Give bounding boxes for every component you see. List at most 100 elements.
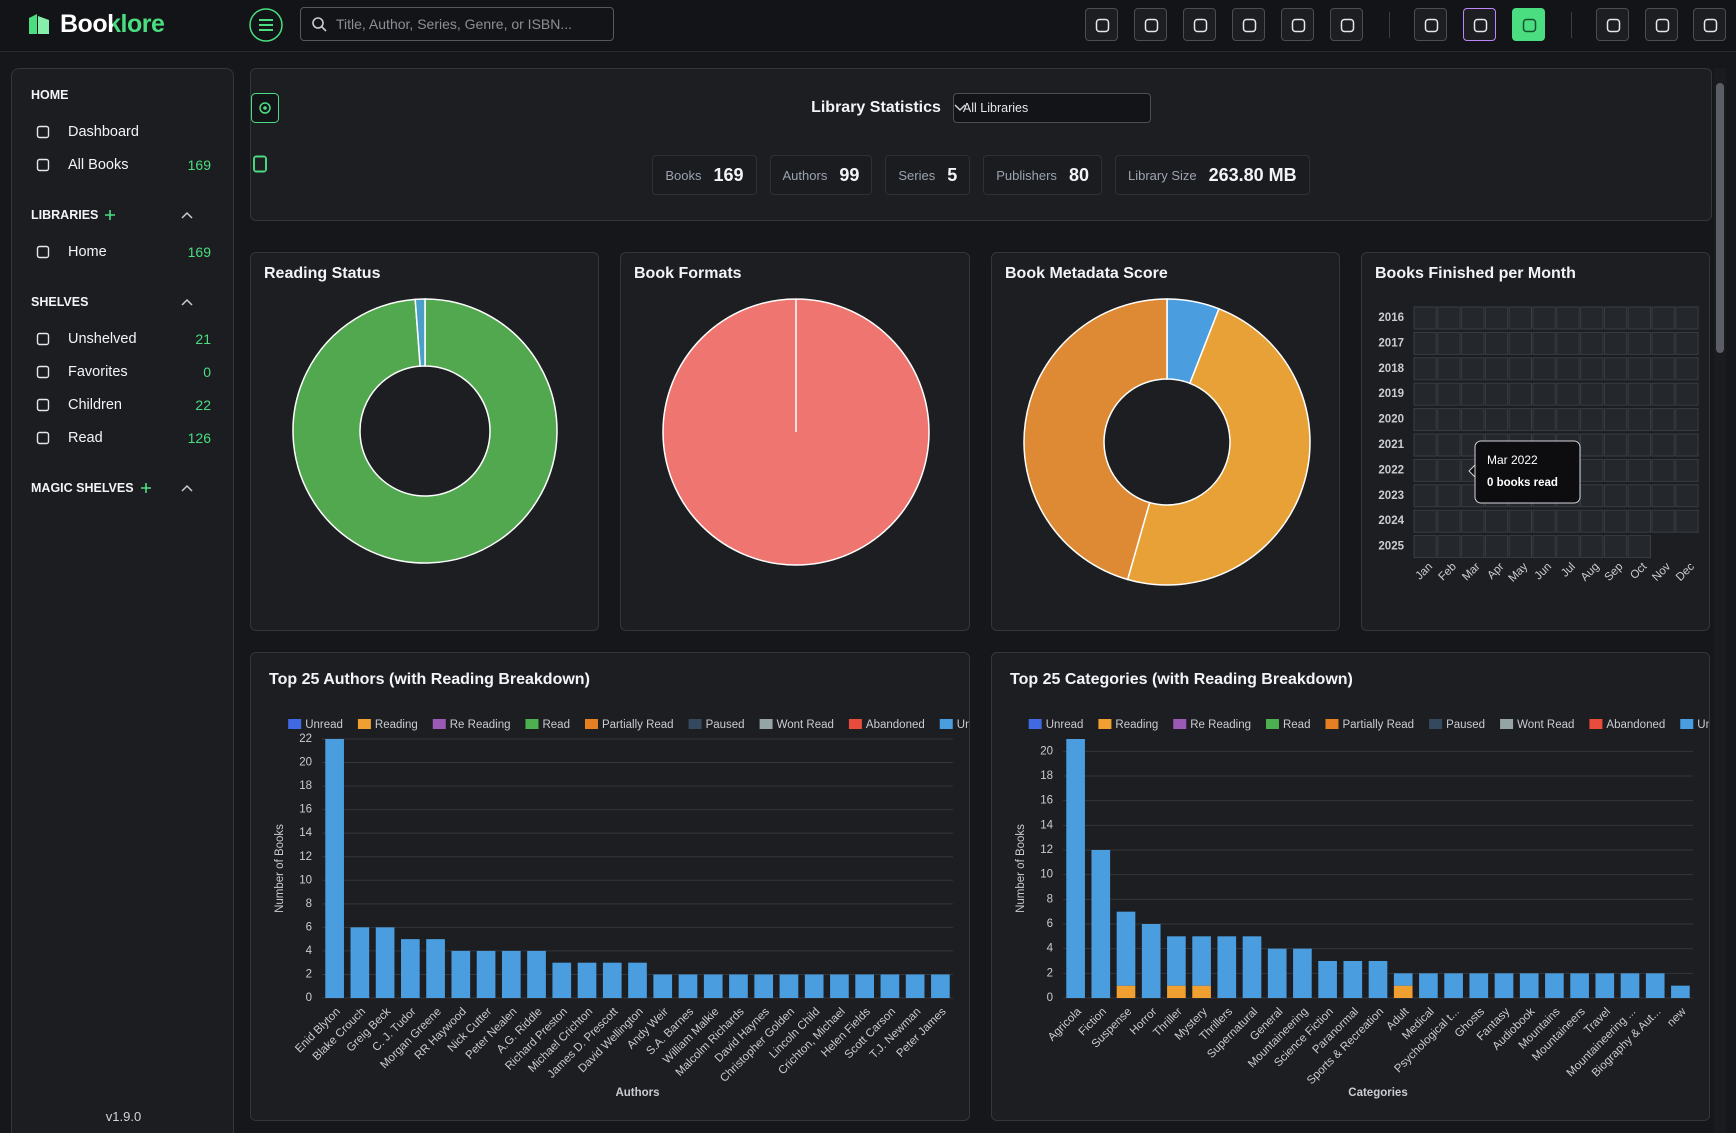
- heat-cell: [1438, 358, 1460, 380]
- bar-segment: [325, 739, 344, 998]
- nav-item[interactable]: All Books: [68, 155, 128, 175]
- heat-cell: [1438, 434, 1460, 456]
- item-icon: [36, 332, 50, 346]
- toolbar-button[interactable]: [1693, 8, 1726, 41]
- heat-cell: [1604, 358, 1626, 380]
- nav-item[interactable]: Read: [68, 428, 103, 448]
- legend-swatch: [1680, 719, 1693, 729]
- nav-item[interactable]: Favorites: [68, 362, 128, 382]
- toolbar-button[interactable]: [1134, 8, 1167, 41]
- stat-value: 99: [839, 165, 859, 186]
- icon-shape: [1705, 20, 1717, 32]
- nav-count: 169: [188, 155, 211, 175]
- heat-cell: [1557, 332, 1579, 354]
- nav-item[interactable]: Dashboard: [68, 122, 139, 142]
- legend-swatch: [760, 719, 773, 729]
- toolbar-button[interactable]: [1330, 8, 1363, 41]
- y-tick-label: 22: [299, 733, 312, 745]
- legend-item[interactable]: Re Reading: [1173, 719, 1251, 731]
- legend-item[interactable]: Partially Read: [1325, 719, 1414, 731]
- toolbar-button[interactable]: [1463, 8, 1496, 41]
- heat-cell: [1652, 510, 1674, 532]
- collapse-button[interactable]: [181, 484, 193, 492]
- toolbar-icon: [1340, 18, 1355, 33]
- toolbar-button[interactable]: [1232, 8, 1265, 41]
- scrollbar[interactable]: [1714, 68, 1726, 1133]
- legend-label: Abandoned: [866, 719, 925, 731]
- legend-item[interactable]: Wont Read: [1500, 719, 1574, 731]
- month-label: Jan: [1414, 561, 1436, 583]
- year-label: 2025: [1378, 541, 1404, 553]
- y-tick-label: 12: [1040, 844, 1053, 856]
- add-button[interactable]: [104, 209, 116, 221]
- legend-item[interactable]: Read: [525, 719, 570, 731]
- toolbar-button[interactable]: [1085, 8, 1118, 41]
- heat-cell: [1676, 332, 1698, 354]
- toolbar-button[interactable]: [1596, 8, 1629, 41]
- legend-item[interactable]: Abandoned: [849, 719, 925, 731]
- bar-segment: [780, 974, 799, 998]
- toolbar-button[interactable]: [1645, 8, 1678, 41]
- legend-item[interactable]: Paused: [1429, 719, 1485, 731]
- nav-item[interactable]: Home: [68, 242, 107, 262]
- legend-item[interactable]: Reading: [1098, 719, 1158, 731]
- collapse-button[interactable]: [181, 211, 193, 219]
- legend-item[interactable]: Wont Read: [760, 719, 834, 731]
- nav-item[interactable]: Unshelved: [68, 329, 137, 349]
- heat-cell: [1652, 485, 1674, 507]
- toolbar-button[interactable]: [1281, 8, 1314, 41]
- legend-item[interactable]: Re Reading: [433, 719, 511, 731]
- legend-item[interactable]: Unread: [1029, 719, 1084, 731]
- nav-item[interactable]: Children: [68, 395, 122, 415]
- search-box[interactable]: Title, Author, Series, Genre, or ISBN...: [300, 7, 614, 41]
- legend-item[interactable]: Unset: [1680, 719, 1709, 731]
- heat-cell: [1414, 510, 1436, 532]
- heat-cell: [1462, 510, 1484, 532]
- legend-label: Re Reading: [450, 719, 511, 731]
- legend-swatch: [1429, 719, 1442, 729]
- heat-cell: [1462, 536, 1484, 558]
- bar-segment: [1091, 850, 1110, 998]
- heat-cell: [1438, 510, 1460, 532]
- scrollbar-thumb[interactable]: [1716, 83, 1724, 353]
- heat-cell: [1509, 536, 1531, 558]
- heat-cell: [1509, 409, 1531, 431]
- legend-item[interactable]: Abandoned: [1589, 719, 1665, 731]
- toolbar-icon: [1144, 18, 1159, 33]
- legend-item[interactable]: Unread: [288, 719, 343, 731]
- chart: 0246810121416182022Enid BlytonBlake Crou…: [251, 653, 969, 1120]
- add-button[interactable]: [140, 482, 152, 494]
- toolbar-icon: [1703, 18, 1718, 33]
- toolbar-button[interactable]: [1183, 8, 1216, 41]
- legend-swatch: [1266, 719, 1279, 729]
- toolbar-icon: [1193, 18, 1208, 33]
- bar-segment: [426, 939, 445, 998]
- chart-title: Books Finished per Month: [1375, 265, 1576, 283]
- bar-segment: [1570, 973, 1589, 998]
- legend-item[interactable]: Partially Read: [585, 719, 674, 731]
- settings-button[interactable]: [251, 93, 279, 123]
- plus-icon: [105, 210, 115, 220]
- heat-cell: [1438, 409, 1460, 431]
- legend-item[interactable]: Unset: [940, 719, 969, 731]
- legend-label: Read: [1283, 719, 1311, 731]
- legend-item[interactable]: Paused: [689, 719, 745, 731]
- chart-panel: 2016201720182019202020212022202320242025…: [1361, 252, 1710, 631]
- nav-count: 126: [188, 428, 211, 448]
- search-icon: [311, 16, 327, 32]
- legend-label: Reading: [375, 719, 418, 731]
- heat-cell: [1604, 485, 1626, 507]
- library-select[interactable]: All Libraries: [953, 93, 1151, 123]
- bar-segment: [855, 974, 874, 998]
- legend-item[interactable]: Reading: [358, 719, 418, 731]
- toolbar-button[interactable]: [1512, 8, 1545, 41]
- legend-item[interactable]: Read: [1266, 719, 1311, 731]
- stat-label: Authors: [783, 168, 828, 183]
- heat-cell: [1676, 383, 1698, 405]
- section-title: SHELVES: [31, 292, 88, 312]
- stat-label: Library Size: [1128, 168, 1197, 183]
- menu-button[interactable]: [248, 7, 284, 43]
- collapse-button[interactable]: [181, 298, 193, 306]
- toolbar-button[interactable]: [1414, 8, 1447, 41]
- year-label: 2024: [1378, 515, 1404, 527]
